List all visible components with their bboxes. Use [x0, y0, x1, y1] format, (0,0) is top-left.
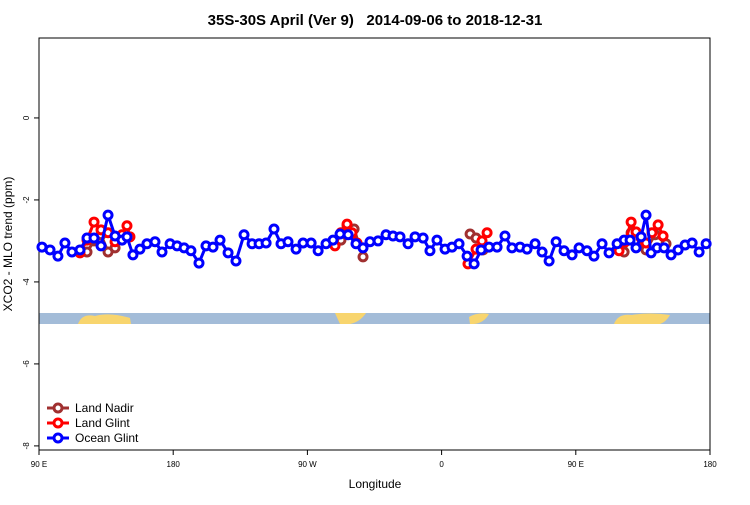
point [657, 230, 669, 242]
point [521, 243, 533, 255]
point [127, 249, 139, 261]
point [156, 246, 168, 258]
point [566, 249, 578, 261]
point [624, 234, 636, 246]
point [453, 238, 465, 250]
point [230, 255, 242, 267]
x-tick-label: 90 E [31, 460, 47, 469]
point [461, 250, 473, 262]
point [222, 247, 234, 259]
x-tick-label: 0 [439, 460, 444, 469]
point [121, 231, 133, 243]
point [640, 209, 652, 221]
point [596, 238, 608, 250]
point [95, 240, 107, 252]
y-tick-label: -4 [22, 278, 31, 286]
map-strip [39, 313, 710, 324]
y-tick-label: -2 [22, 196, 31, 204]
point [268, 223, 280, 235]
y-tick-label: -8 [22, 442, 31, 450]
point [214, 234, 226, 246]
point [394, 231, 406, 243]
point [700, 238, 712, 250]
y-axis-label: XCO2 - MLO trend (ppm) [1, 177, 15, 312]
chart-title: 35S-30S April (Ver 9) 2014-09-06 to 2018… [208, 12, 543, 29]
point [499, 230, 511, 242]
point [357, 242, 369, 254]
point [59, 237, 71, 249]
point [417, 232, 429, 244]
point [550, 236, 562, 248]
point [468, 258, 480, 270]
point [529, 238, 541, 250]
legend-marker [52, 402, 64, 414]
point [635, 231, 647, 243]
point [185, 245, 197, 257]
point [431, 234, 443, 246]
point [424, 245, 436, 257]
x-tick-label: 180 [167, 460, 181, 469]
point [652, 219, 664, 231]
point [481, 227, 493, 239]
point [74, 244, 86, 256]
x-tick-label: 180 [703, 460, 717, 469]
point [630, 242, 642, 254]
point [342, 229, 354, 241]
point [686, 237, 698, 249]
point [402, 238, 414, 250]
point [372, 235, 384, 247]
point [672, 244, 684, 256]
x-tick-label: 90 W [298, 460, 317, 469]
point [290, 243, 302, 255]
point [44, 244, 56, 256]
point [558, 245, 570, 257]
point [207, 241, 219, 253]
legend-marker [52, 417, 64, 429]
point [282, 236, 294, 248]
point [305, 237, 317, 249]
x-tick-label: 90 E [568, 460, 584, 469]
legend-label: Ocean Glint [75, 431, 139, 445]
point [134, 243, 146, 255]
point [581, 245, 593, 257]
point [543, 255, 555, 267]
legend-label: Land Nadir [75, 401, 134, 415]
point [52, 250, 64, 262]
point [149, 236, 161, 248]
legend-label: Land Glint [75, 416, 130, 430]
x-axis-label: Longitude [349, 477, 402, 491]
point [665, 249, 677, 261]
point [88, 232, 100, 244]
point [357, 251, 369, 263]
point [193, 257, 205, 269]
point [588, 250, 600, 262]
point [693, 246, 705, 258]
point [603, 247, 615, 259]
point [238, 229, 250, 241]
point [260, 237, 272, 249]
point [536, 246, 548, 258]
y-tick-label: -6 [22, 360, 31, 368]
point [341, 218, 353, 230]
y-tick-label: 0 [22, 115, 31, 120]
point [88, 216, 100, 228]
point [312, 245, 324, 257]
point [121, 220, 133, 232]
point [658, 242, 670, 254]
point [327, 234, 339, 246]
legend-marker [52, 432, 64, 444]
point [625, 216, 637, 228]
point [102, 209, 114, 221]
point [491, 241, 503, 253]
